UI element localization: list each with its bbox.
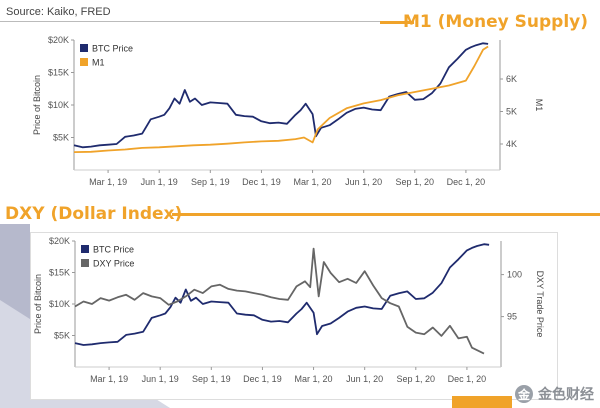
y-axis-title: Price of Bitcoin: [33, 274, 43, 334]
watermark-text: 金色财经: [538, 386, 594, 402]
watermark: 金 金色财经: [515, 384, 594, 404]
x-tick-label: Dec 1, 20: [448, 374, 487, 384]
dxy-chart-panel: $5K $10K $15K $20K 95 100 Mar 1, 19 Jun 1, 19 Se…: [30, 232, 558, 400]
x-tick-label: Sep 1, 20: [396, 177, 435, 187]
x-tick-label: Sep 1, 19: [192, 374, 231, 384]
legend-swatch: [81, 245, 89, 253]
series-line-dxy: [74, 247, 485, 355]
y2-tick-label: 95: [507, 312, 517, 322]
dxy-section-title: DXY (Dollar Index): [5, 204, 183, 224]
m1-chart-panel: $5K $10K $15K $20K 4K 5K 6K Mar 1, 19 Jun 1, 19 S…: [30, 32, 558, 202]
x-tick-label: Sep 1, 20: [397, 374, 436, 384]
y-tick-label: $15K: [48, 68, 69, 78]
top-rule: [0, 21, 412, 22]
y-tick-label: $5K: [53, 133, 69, 143]
y-axis-title: Price of Bitcoin: [32, 75, 42, 135]
legend-label: BTC Price: [92, 44, 133, 54]
legend-label: DXY Price: [93, 259, 134, 269]
dxy-chart: $5K $10K $15K $20K 95 100 Mar 1, 19 Jun 1, 19 Se…: [33, 236, 545, 384]
x-tick-label: Mar 1, 19: [89, 177, 127, 187]
x-tick-label: Mar 1, 20: [295, 374, 333, 384]
m1-section-title: M1 (Money Supply): [402, 12, 588, 32]
x-tick-label: Dec 1, 20: [447, 177, 486, 187]
legend-swatch: [80, 58, 88, 66]
legend-swatch: [80, 44, 88, 52]
x-tick-label: Jun 1, 20: [346, 374, 383, 384]
legend-label: BTC Price: [93, 245, 134, 255]
y-tick-label: $20K: [49, 236, 70, 246]
y-tick-label: $10K: [48, 100, 69, 110]
y2-tick-label: 6K: [506, 74, 517, 84]
m1-accent-rule: [380, 21, 414, 24]
x-tick-label: Mar 1, 20: [294, 177, 332, 187]
dxy-accent-rule: [172, 213, 600, 216]
series-line-btc: [74, 243, 490, 346]
series-line-btc: [73, 42, 489, 149]
x-tick-label: Sep 1, 19: [191, 177, 230, 187]
y-tick-label: $20K: [48, 35, 69, 45]
y2-axis-title: DXY Trade Price: [535, 271, 545, 338]
y-tick-label: $15K: [49, 268, 70, 278]
x-tick-label: Mar 1, 19: [90, 374, 128, 384]
watermark-logo-icon: 金: [515, 385, 533, 403]
source-label: Source: Kaiko, FRED: [6, 6, 111, 18]
x-tick-label: Jun 1, 20: [345, 177, 382, 187]
x-tick-label: Jun 1, 19: [141, 177, 178, 187]
legend-swatch: [81, 259, 89, 267]
y2-tick-label: 100: [507, 270, 522, 280]
y2-tick-label: 4K: [506, 139, 517, 149]
corner-strip: [452, 396, 512, 408]
y-tick-label: $5K: [54, 331, 70, 341]
x-tick-label: Jun 1, 19: [142, 374, 179, 384]
legend-label: M1: [92, 58, 105, 68]
x-tick-label: Dec 1, 19: [243, 374, 282, 384]
y2-axis-title: M1: [534, 99, 544, 112]
x-tick-label: Dec 1, 19: [242, 177, 281, 187]
series-line-m1: [73, 45, 489, 153]
m1-chart: $5K $10K $15K $20K 4K 5K 6K Mar 1, 19 Jun 1, 19 S…: [32, 35, 544, 187]
y-tick-label: $10K: [49, 299, 70, 309]
y2-tick-label: 5K: [506, 107, 517, 117]
